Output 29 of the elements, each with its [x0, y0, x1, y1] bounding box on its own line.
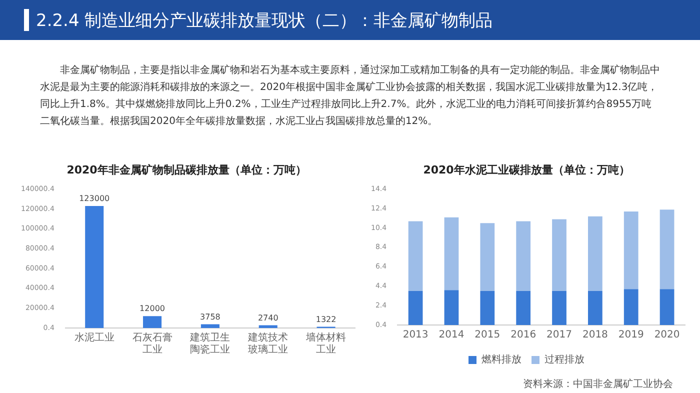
- x-tick-label: 2019: [618, 330, 644, 341]
- bar: [85, 206, 104, 328]
- legend-label: 过程排放: [544, 354, 584, 366]
- data-label: 3758: [200, 312, 220, 322]
- data-label: 1322: [316, 314, 336, 324]
- x-tick-label: 建筑技术玻璃工业: [247, 332, 288, 356]
- x-tick-label: 2018: [582, 330, 608, 341]
- text: 资料来源：中国非金属矿工业协会: [523, 378, 673, 391]
- bar: [200, 324, 220, 328]
- x-tick-label: 2016: [510, 330, 536, 341]
- text: 2.2.4 制造业细分产业碳排放量现状（二）：非金属矿物制品: [36, 10, 493, 32]
- chart-title: 2020年水泥工业碳排放量（单位：万吨）: [423, 163, 630, 176]
- chart-title: 2020年非金属矿物制品碳排放量（单位：万吨）: [66, 163, 306, 176]
- x-tick-label: 2015: [474, 330, 500, 341]
- bar: [143, 316, 162, 328]
- x-tick-label: 2020: [654, 330, 680, 341]
- x-tick-label: 建筑卫生陶瓷工业: [189, 332, 230, 356]
- x-tick-label: 石灰石膏工业: [132, 332, 172, 356]
- x-tick-label: 水泥工业: [74, 332, 114, 344]
- legend-label: 燃料排放: [482, 354, 522, 366]
- text: 非金属矿物制品，主要是指以非金属矿物和岩石为基本或主要原料，通过深加工或精加工制备的具有一定功能的制品。非金属矿物制品中水泥是最为主要的能源消耗和碳排放的来源之一。2020年根据中国非金属矿工业协会披露的相关数据，我国水泥工业碳排放量为12.3亿吨，同比上升1.8%。其中煤燃烧排放同比上升0.2%，工业生产过程排放同比上升2.7%。此外，水泥工业的电力消耗可间接折算约合8955万吨二氧化碳当量。根据我国2020年全年碳排放量数据，水泥工业占我国碳排放总量的12%。: [40, 64, 660, 129]
- data-label: 12000: [140, 304, 166, 314]
- x-tick-label: 墙体材料工业: [305, 332, 346, 356]
- data-label: 123000: [79, 194, 110, 204]
- data-label: 2740: [258, 313, 278, 322]
- x-tick-label: 2017: [546, 330, 572, 341]
- bar: [258, 325, 278, 328]
- x-tick-label: 2013: [402, 330, 428, 341]
- x-tick-label: 2014: [438, 330, 464, 341]
